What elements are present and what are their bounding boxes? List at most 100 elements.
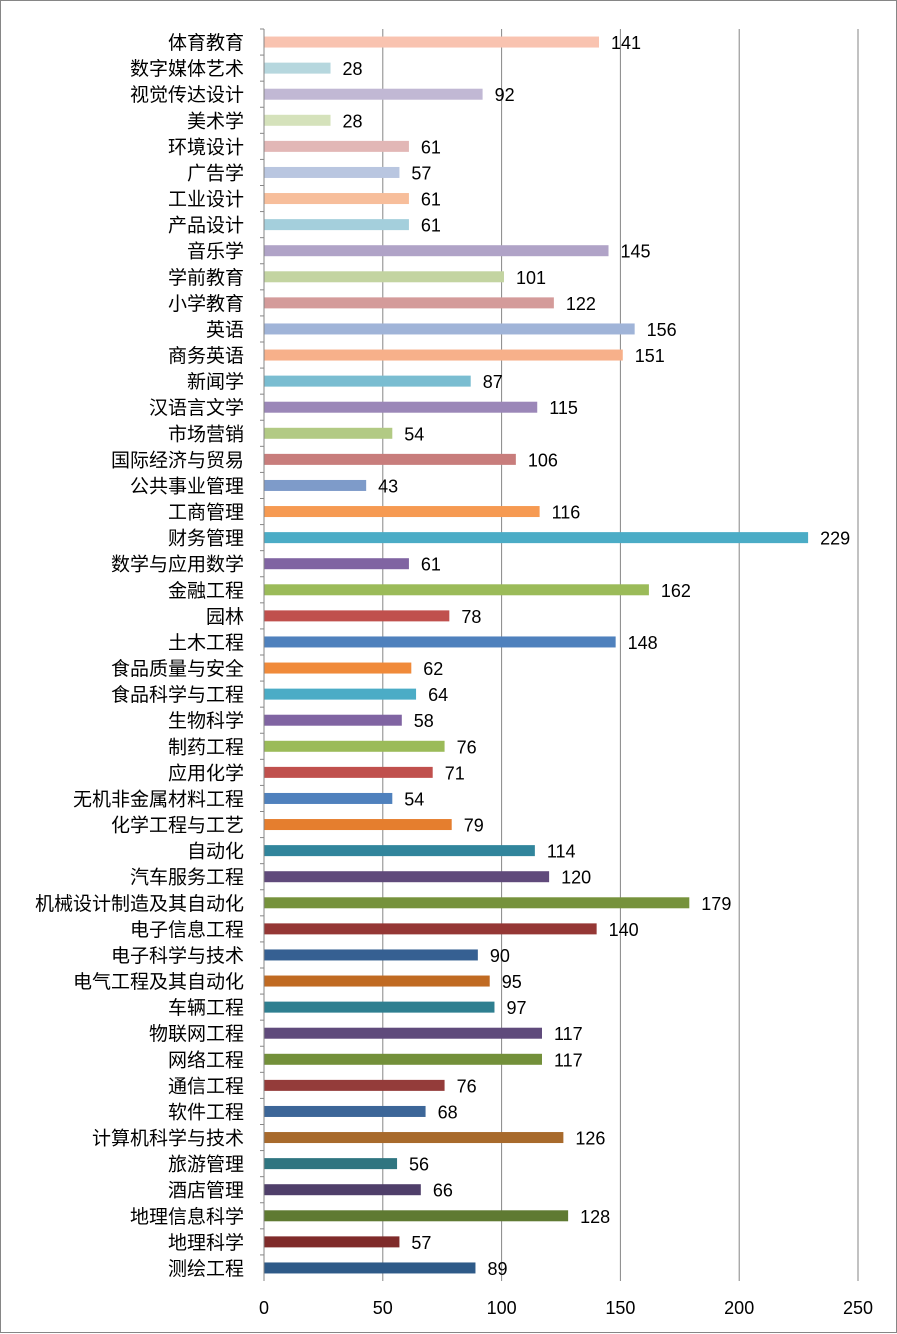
category-label: 测绘工程 (168, 1258, 244, 1280)
value-label: 117 (554, 1024, 583, 1044)
category-label: 旅游管理 (168, 1154, 244, 1176)
bar (264, 558, 409, 570)
value-label: 151 (635, 346, 665, 366)
category-label: 通信工程 (168, 1075, 244, 1097)
x-tick-label: 0 (259, 1298, 269, 1318)
value-label: 115 (549, 398, 578, 418)
bar (264, 636, 616, 648)
value-label: 141 (611, 33, 641, 53)
category-label: 软件工程 (168, 1101, 244, 1123)
bar (264, 792, 393, 804)
category-label: 数字媒体艺术 (130, 58, 244, 80)
value-label: 78 (461, 607, 481, 627)
category-label: 酒店管理 (168, 1180, 244, 1202)
gridlines (260, 28, 859, 1281)
category-label: 工业设计 (168, 189, 244, 211)
bar (264, 766, 433, 778)
bar (264, 114, 331, 126)
bar (264, 975, 490, 987)
value-label: 61 (421, 137, 441, 157)
value-label: 117 (554, 1050, 583, 1070)
value-label: 57 (411, 163, 431, 183)
value-label: 162 (661, 581, 691, 601)
value-label: 128 (580, 1207, 610, 1227)
x-tick-label: 50 (373, 1298, 393, 1318)
value-label: 120 (561, 868, 591, 888)
value-label: 64 (428, 685, 448, 705)
category-label: 生物科学 (168, 710, 244, 732)
bar (264, 453, 516, 465)
value-label: 54 (404, 789, 424, 809)
bar (264, 1079, 445, 1091)
category-label: 英语 (206, 319, 244, 341)
category-label: 国际经济与贸易 (111, 449, 244, 471)
value-label: 122 (566, 294, 596, 314)
category-label: 食品科学与工程 (111, 684, 244, 706)
category-label: 学前教育 (168, 267, 244, 289)
bar (264, 819, 452, 831)
bar (264, 949, 478, 961)
category-label: 食品质量与安全 (111, 658, 244, 680)
bar (264, 375, 471, 387)
x-tick-label: 200 (724, 1298, 754, 1318)
value-label: 71 (445, 763, 465, 783)
bar (264, 584, 649, 596)
bar (264, 297, 554, 309)
value-label: 54 (404, 424, 424, 444)
category-label: 园林 (206, 606, 244, 628)
category-label: 土木工程 (168, 632, 244, 654)
bar (264, 871, 550, 883)
bar (264, 479, 367, 491)
bar (264, 714, 402, 726)
value-label: 61 (421, 190, 441, 210)
value-label: 114 (547, 842, 576, 862)
bar (264, 532, 809, 544)
value-label: 62 (423, 659, 443, 679)
value-label: 92 (495, 85, 515, 105)
bar (264, 1053, 542, 1065)
value-label: 101 (516, 268, 546, 288)
bar (264, 427, 393, 439)
category-label: 电气工程及其自动化 (73, 971, 244, 993)
value-label: 66 (433, 1181, 453, 1201)
value-label: 79 (464, 816, 484, 836)
bar (264, 62, 331, 74)
bar (264, 88, 483, 100)
category-label: 地理信息科学 (130, 1206, 244, 1228)
category-label: 音乐学 (187, 241, 244, 263)
category-label: 无机非金属材料工程 (73, 788, 244, 810)
category-label: 视觉传达设计 (130, 84, 244, 106)
value-label: 97 (506, 998, 526, 1018)
bar (264, 1027, 542, 1039)
category-label: 财务管理 (168, 528, 244, 550)
bar (264, 1105, 426, 1117)
bar (264, 193, 409, 205)
category-label: 计算机科学与技术 (92, 1128, 244, 1150)
bar (264, 662, 412, 674)
bar (264, 1236, 400, 1248)
value-label: 61 (421, 216, 441, 236)
value-label: 61 (421, 555, 441, 575)
value-label: 90 (490, 946, 510, 966)
bar (264, 166, 400, 178)
bar (264, 923, 597, 935)
x-tick-label: 150 (605, 1298, 635, 1318)
category-label: 应用化学 (168, 762, 244, 784)
category-label: 数学与应用数学 (111, 554, 244, 576)
value-label: 156 (647, 320, 677, 340)
category-label: 车辆工程 (168, 997, 244, 1019)
category-label: 物联网工程 (149, 1023, 244, 1045)
bar (264, 1132, 564, 1144)
value-label: 57 (411, 1233, 431, 1253)
value-label: 58 (414, 711, 434, 731)
value-label: 106 (528, 450, 558, 470)
x-tick-label: 250 (843, 1298, 873, 1318)
category-label: 金融工程 (168, 580, 244, 602)
bar (264, 140, 409, 152)
bar (264, 1184, 421, 1196)
bar (264, 1158, 398, 1170)
value-label: 140 (609, 920, 639, 940)
value-label: 126 (575, 1129, 605, 1149)
bars (264, 36, 809, 1274)
